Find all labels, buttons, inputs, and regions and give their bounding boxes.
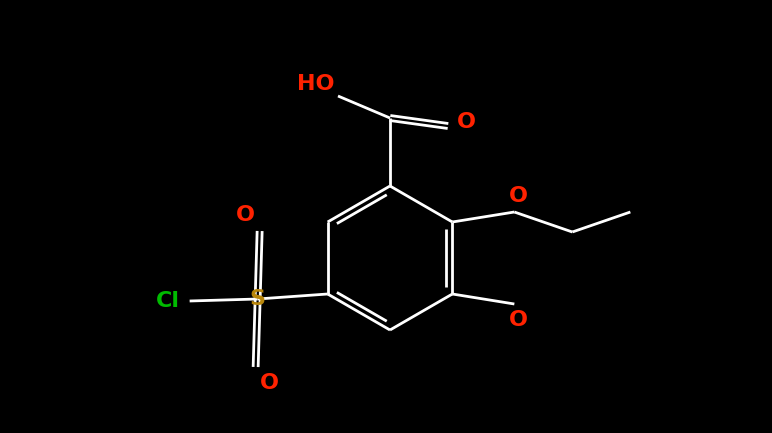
Text: O: O <box>509 310 528 330</box>
Text: O: O <box>509 186 528 206</box>
Text: Cl: Cl <box>156 291 180 311</box>
Text: O: O <box>260 373 279 393</box>
Text: HO: HO <box>297 74 335 94</box>
Text: S: S <box>249 289 266 309</box>
Text: O: O <box>236 205 256 225</box>
Text: O: O <box>456 112 476 132</box>
